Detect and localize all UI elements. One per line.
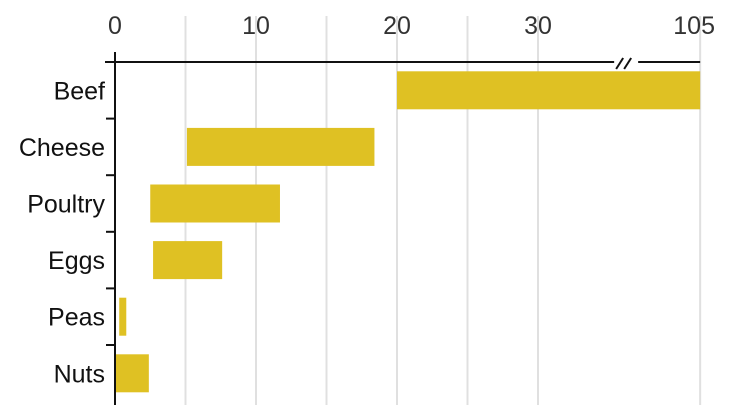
x-tick-label: 30 [524,12,552,40]
bar-beef [397,71,701,110]
x-tick-label: 20 [383,12,411,40]
category-label: Poultry [27,191,105,219]
bar-cheese [186,127,375,166]
axis-break-mark [615,57,624,70]
axis-break-mark [623,57,632,70]
x-tick-label: 10 [242,12,270,40]
category-label: Cheese [19,134,105,162]
category-label: Peas [48,304,105,332]
bar-peas [119,297,127,336]
bar-nuts [115,354,149,393]
labels: Beef Cheese Poultry Eggs Peas Nuts 0 10 20 30 105 [19,12,715,388]
x-tick-label: 105 [673,12,715,40]
category-label: Eggs [48,247,105,275]
bar-eggs [153,241,223,280]
x-tick-label: 0 [108,12,122,40]
bar-poultry [150,184,280,223]
axes [105,52,701,405]
bars [115,71,701,393]
category-label: Nuts [54,360,105,388]
category-label: Beef [54,77,105,105]
